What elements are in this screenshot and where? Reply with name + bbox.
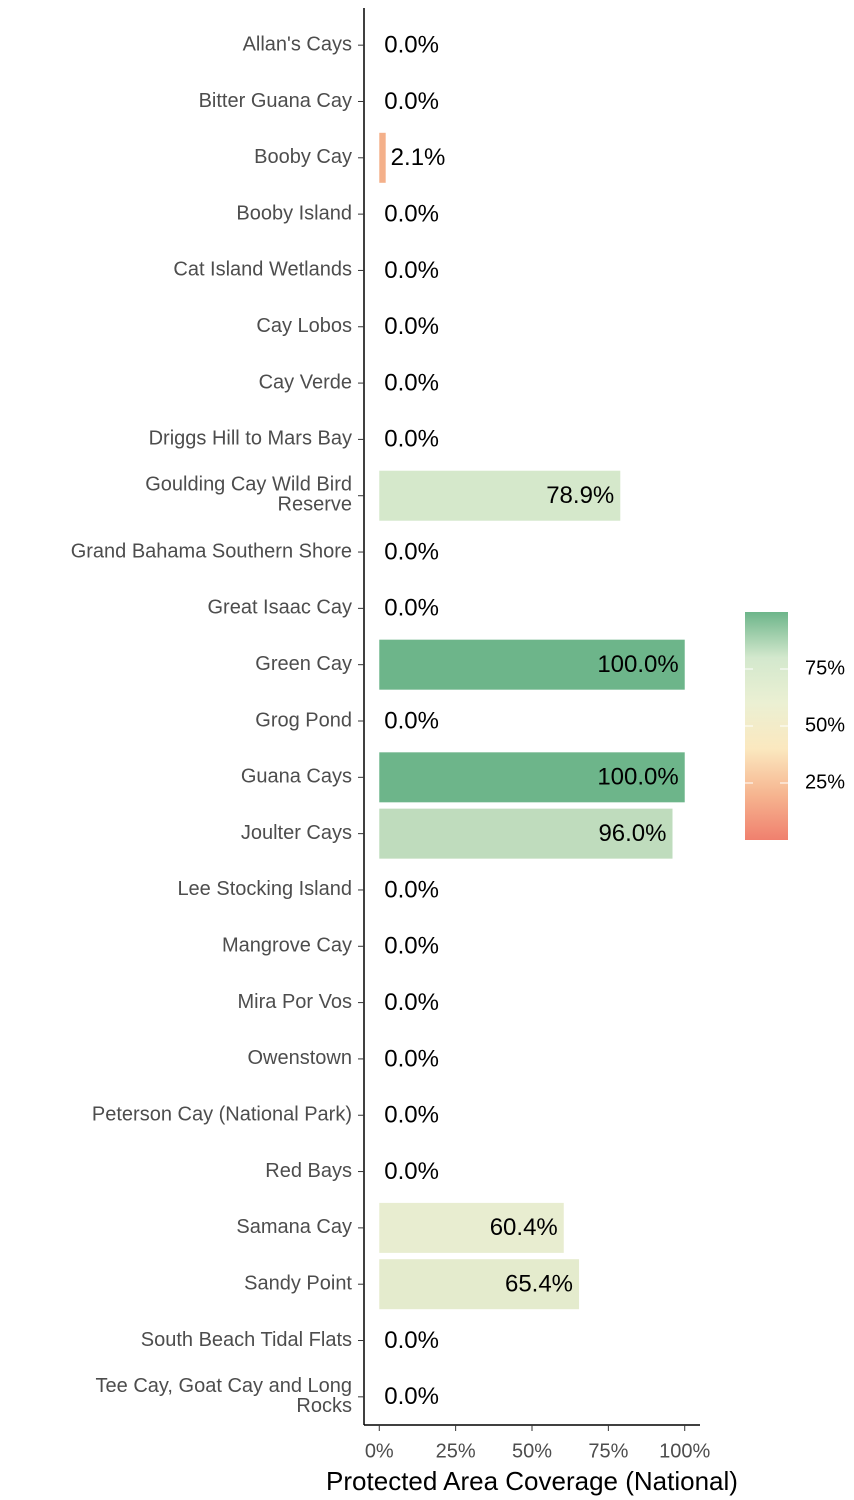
bar	[379, 639, 685, 690]
category-label: Cat Island Wetlands	[173, 259, 352, 281]
category-label: Red Bays	[265, 1160, 352, 1182]
value-label: 60.4%	[490, 1214, 558, 1241]
value-label: 0.0%	[384, 313, 439, 340]
value-label: 0.0%	[384, 1327, 439, 1354]
category-label: Grog Pond	[255, 709, 352, 731]
category-label: Booby Cay	[254, 146, 352, 168]
category-label: Owenstown	[248, 1047, 353, 1069]
bar	[379, 1202, 564, 1253]
x-tick-label: 100%	[659, 1440, 710, 1462]
value-label: 0.0%	[384, 707, 439, 734]
value-label: 100.0%	[597, 764, 678, 791]
category-label: Joulter Cays	[241, 822, 352, 844]
x-tick-label: 0%	[365, 1440, 394, 1462]
category-label: Great Isaac Cay	[207, 597, 352, 619]
value-label: 0.0%	[384, 426, 439, 453]
value-label: 100.0%	[597, 651, 678, 678]
category-label: Samana Cay	[236, 1216, 352, 1238]
value-label: 0.0%	[384, 1102, 439, 1129]
value-label: 96.0%	[598, 820, 666, 847]
category-label: Sandy Point	[244, 1272, 352, 1294]
category-label: Peterson Cay (National Park)	[92, 1104, 352, 1126]
legend-label: 25%	[805, 771, 845, 793]
category-label: Allan's Cays	[243, 33, 352, 55]
x-tick-label: 25%	[436, 1440, 476, 1462]
x-tick-label: 50%	[512, 1440, 552, 1462]
value-label: 0.0%	[384, 369, 439, 396]
category-label: Booby Island	[236, 202, 352, 224]
category-label: Lee Stocking Island	[177, 878, 352, 900]
category-label: Green Cay	[255, 653, 352, 675]
category-label: Mangrove Cay	[222, 935, 352, 957]
legend-label: 75%	[805, 657, 845, 679]
category-label: Driggs Hill to Mars Bay	[149, 428, 352, 450]
value-label: 0.0%	[384, 1383, 439, 1410]
bar	[379, 752, 685, 803]
category-label: Bitter Guana Cay	[199, 90, 352, 112]
value-label: 2.1%	[391, 144, 446, 171]
category-label: Tee Cay, Goat Cay and Long Rocks	[96, 1375, 352, 1417]
value-label: 0.0%	[384, 1045, 439, 1072]
bar	[379, 1259, 580, 1310]
category-label: South Beach Tidal Flats	[141, 1329, 352, 1351]
value-label: 0.0%	[384, 595, 439, 622]
value-label: 0.0%	[384, 989, 439, 1016]
category-label: Guana Cays	[241, 766, 352, 788]
value-label: 0.0%	[384, 1158, 439, 1185]
value-label: 0.0%	[384, 257, 439, 284]
value-label: 65.4%	[505, 1271, 573, 1298]
category-label: Cay Lobos	[256, 315, 352, 337]
category-label: Mira Por Vos	[238, 991, 352, 1013]
category-label: Cay Verde	[259, 371, 352, 393]
value-label: 0.0%	[384, 200, 439, 227]
legend-label: 50%	[805, 714, 845, 736]
category-label: Grand Bahama Southern Shore	[71, 540, 352, 562]
bar	[379, 808, 673, 859]
value-label: 0.0%	[384, 32, 439, 59]
value-label: 0.0%	[384, 538, 439, 565]
bar	[379, 132, 386, 183]
bar	[379, 470, 621, 521]
value-label: 0.0%	[384, 88, 439, 115]
x-tick-label: 75%	[588, 1440, 628, 1462]
value-label: 0.0%	[384, 876, 439, 903]
value-label: 78.9%	[546, 482, 614, 509]
x-axis-title: Protected Area Coverage (National)	[326, 1466, 738, 1496]
category-label: Goulding Cay Wild Bird Reserve	[145, 474, 352, 516]
value-label: 0.0%	[384, 933, 439, 960]
